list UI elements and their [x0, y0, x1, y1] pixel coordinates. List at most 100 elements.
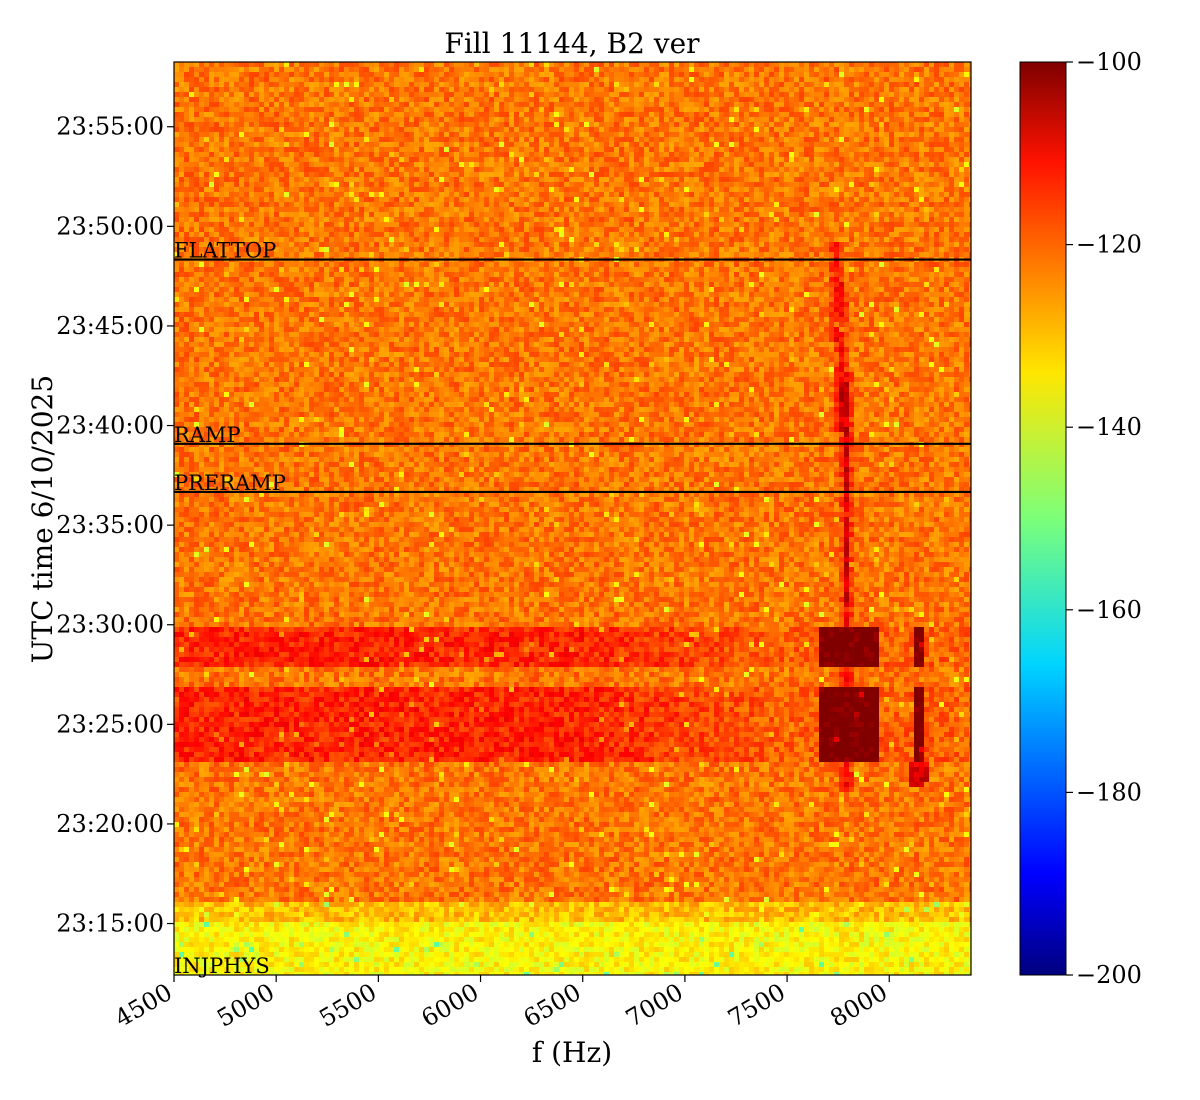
heatmap-cell [914, 77, 920, 83]
heatmap-cell [644, 152, 650, 158]
heatmap-cell [599, 152, 605, 158]
heatmap-cell [724, 172, 730, 178]
heatmap-cell [849, 152, 855, 158]
heatmap-cell [304, 87, 310, 93]
heatmap-cell [249, 72, 255, 78]
heatmap-cell [754, 77, 760, 83]
heatmap-cell [894, 82, 900, 88]
heatmap-cell [694, 92, 700, 98]
heatmap-cell [199, 192, 205, 198]
heatmap-cell [334, 177, 340, 183]
heatmap-cell [369, 137, 375, 143]
heatmap-cell [254, 207, 260, 213]
heatmap-cell [864, 197, 870, 203]
heatmap-cell [949, 82, 955, 88]
heatmap-cell [774, 152, 780, 158]
heatmap-cell [764, 162, 770, 168]
heatmap-cell [774, 162, 780, 168]
heatmap-cell [689, 207, 695, 213]
heatmap-cell [529, 147, 535, 153]
heatmap-cell [254, 177, 260, 183]
heatmap-cell [709, 202, 715, 208]
heatmap-cell [274, 62, 280, 68]
heatmap-cell [314, 127, 320, 133]
heatmap-cell [369, 122, 375, 128]
heatmap-cell [454, 137, 460, 143]
heatmap-cell [364, 87, 370, 93]
heatmap-cell [344, 207, 350, 213]
heatmap-cell [264, 187, 270, 193]
heatmap-cell [919, 187, 925, 193]
heatmap-cell [904, 72, 910, 78]
heatmap-cell [214, 177, 220, 183]
heatmap-cell [854, 67, 860, 73]
heatmap-cell [704, 117, 710, 123]
heatmap-cell [259, 97, 265, 103]
heatmap-cell [634, 182, 640, 188]
heatmap-cell [569, 97, 575, 103]
heatmap-cell [269, 187, 275, 193]
heatmap-cell [749, 82, 755, 88]
heatmap-cell [604, 137, 610, 143]
heatmap-cell [369, 162, 375, 168]
heatmap-cell [824, 192, 830, 198]
heatmap-cell [324, 152, 330, 158]
heatmap-cell [669, 87, 675, 93]
heatmap-cell [864, 157, 870, 163]
heatmap-cell [379, 122, 385, 128]
heatmap-cell [279, 187, 285, 193]
heatmap-cell [864, 87, 870, 93]
heatmap-cell [619, 92, 625, 98]
heatmap-cell [459, 162, 465, 168]
heatmap-cell [634, 122, 640, 128]
heatmap-cell [349, 127, 355, 133]
heatmap-cell [624, 122, 630, 128]
heatmap-cell [429, 162, 435, 168]
heatmap-cell [614, 122, 620, 128]
heatmap-cell [799, 117, 805, 123]
heatmap-cell [819, 107, 825, 113]
heatmap-cell [574, 72, 580, 78]
heatmap-cell [834, 117, 840, 123]
heatmap-cell [629, 157, 635, 163]
heatmap-cell [319, 192, 325, 198]
heatmap-cell [174, 142, 180, 148]
heatmap-cell [914, 112, 920, 118]
heatmap-cell [249, 177, 255, 183]
heatmap-cell [589, 167, 595, 173]
heatmap-cell [649, 72, 655, 78]
heatmap-cell [189, 102, 195, 108]
heatmap-cell [659, 117, 665, 123]
heatmap-cell [234, 87, 240, 93]
heatmap-cell [924, 67, 930, 73]
heatmap-cell [239, 157, 245, 163]
heatmap-cell [489, 122, 495, 128]
heatmap-cell [204, 137, 210, 143]
heatmap-cell [759, 192, 765, 198]
heatmap-cell [519, 82, 525, 88]
heatmap-cell [264, 152, 270, 158]
heatmap-cell [329, 82, 335, 88]
heatmap-cell [419, 117, 425, 123]
heatmap-cell [504, 97, 510, 103]
heatmap-cell [849, 107, 855, 113]
heatmap-cell [834, 82, 840, 88]
heatmap-cell [214, 147, 220, 153]
heatmap-cell [884, 212, 890, 218]
heatmap-cell [914, 157, 920, 163]
heatmap-cell [194, 182, 200, 188]
heatmap-cell [479, 192, 485, 198]
heatmap-cell [579, 167, 585, 173]
heatmap-cell [864, 107, 870, 113]
heatmap-cell [799, 172, 805, 178]
heatmap-cell [389, 152, 395, 158]
heatmap-cell [249, 162, 255, 168]
heatmap-cell [284, 62, 290, 68]
heatmap-cell [634, 147, 640, 153]
heatmap-cell [969, 162, 971, 168]
heatmap-cell [814, 82, 820, 88]
heatmap-cell [279, 62, 285, 68]
heatmap-cell [429, 182, 435, 188]
heatmap-cell [559, 152, 565, 158]
heatmap-cell [174, 72, 180, 78]
